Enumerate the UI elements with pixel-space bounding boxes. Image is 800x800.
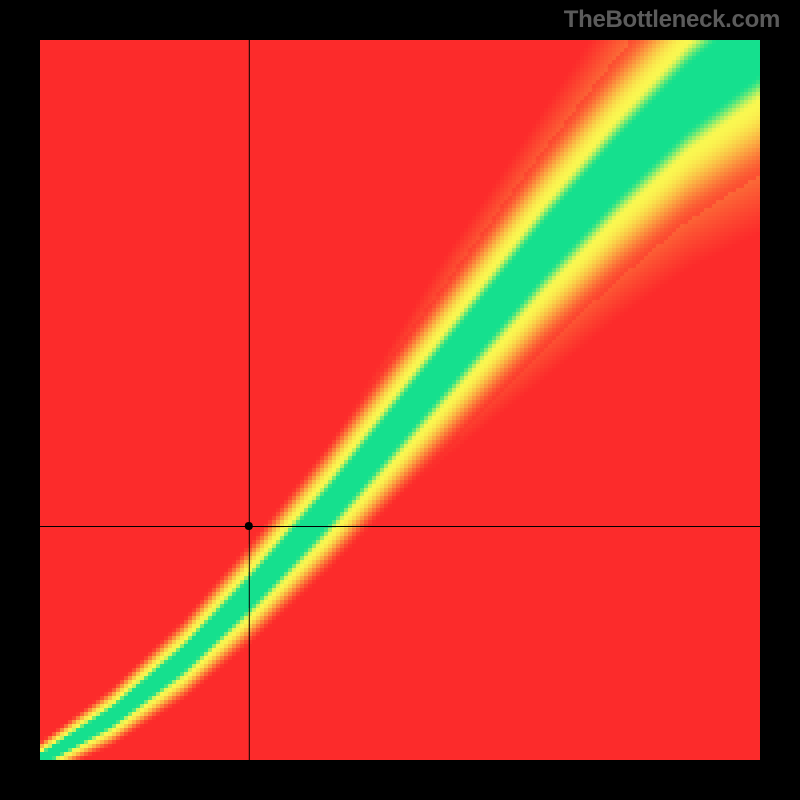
attribution-text: TheBottleneck.com <box>564 6 780 34</box>
bottleneck-heatmap <box>0 0 800 800</box>
chart-container: { "attribution": { "text": "TheBottlenec… <box>0 0 800 800</box>
